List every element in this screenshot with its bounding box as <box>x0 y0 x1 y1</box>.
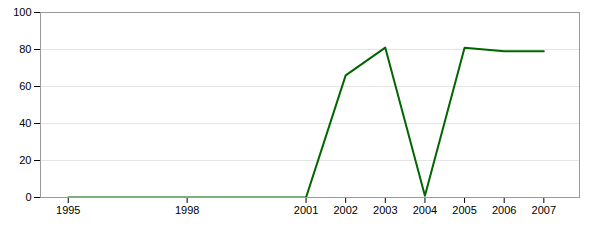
svg-text:2002: 2002 <box>333 204 357 216</box>
svg-text:2004: 2004 <box>413 204 437 216</box>
svg-text:0: 0 <box>25 191 31 203</box>
svg-text:2003: 2003 <box>373 204 397 216</box>
svg-text:80: 80 <box>19 43 31 55</box>
svg-text:20: 20 <box>19 154 31 166</box>
svg-text:40: 40 <box>19 117 31 129</box>
svg-text:2006: 2006 <box>492 204 516 216</box>
svg-text:1995: 1995 <box>56 204 80 216</box>
svg-text:60: 60 <box>19 80 31 92</box>
svg-text:2001: 2001 <box>294 204 318 216</box>
svg-text:2007: 2007 <box>532 204 556 216</box>
svg-text:2005: 2005 <box>452 204 476 216</box>
svg-text:100: 100 <box>13 6 31 18</box>
svg-text:1998: 1998 <box>175 204 199 216</box>
